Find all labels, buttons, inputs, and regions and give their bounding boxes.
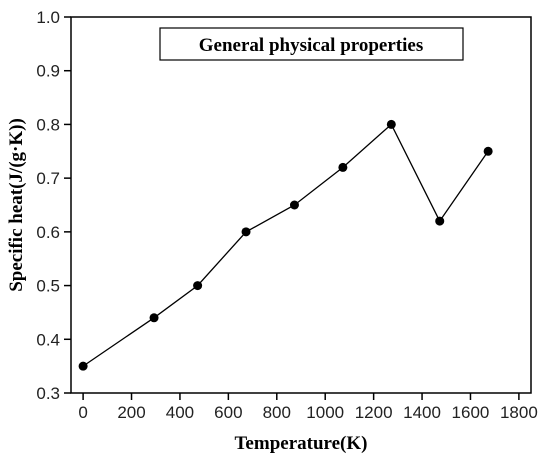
y-tick-label: 0.8: [36, 115, 60, 134]
y-axis: 0.3 0.4 0.5 0.6 0.7 0.8 0.9 1.0: [36, 8, 71, 403]
x-tick-label: 1600: [452, 403, 490, 422]
y-axis-title: Specific heat(J/(g·K)): [6, 118, 27, 292]
series-points-group: [78, 119, 493, 371]
data-point: [386, 119, 396, 129]
data-point: [78, 361, 88, 371]
data-point: [193, 281, 203, 291]
data-point: [241, 227, 251, 237]
y-tick-label: 0.9: [36, 62, 60, 81]
x-tick-label: 1200: [355, 403, 393, 422]
y-tick-label: 1.0: [36, 8, 60, 27]
x-tick-label: 0: [78, 403, 87, 422]
data-point: [289, 200, 299, 210]
x-axis-title: Temperature(K): [235, 433, 368, 454]
y-tick-label: 0.4: [36, 330, 60, 349]
x-tick-label: 600: [214, 403, 242, 422]
y-tick-label: 0.7: [36, 169, 60, 188]
x-axis: 0 200 400 600 800 1000 1200 1400 1600 1800: [78, 393, 538, 422]
plot-frame: [70, 16, 532, 394]
legend-label: General physical properties: [199, 35, 423, 56]
x-tick-label: 1400: [403, 403, 441, 422]
y-tick-label: 0.5: [36, 277, 60, 296]
y-tick-label: 0.6: [36, 223, 60, 242]
x-tick-label: 1000: [306, 403, 344, 422]
series-line: [82, 123, 489, 367]
data-point: [435, 216, 445, 226]
legend: General physical properties: [159, 27, 464, 61]
y-tick-label: 0.3: [36, 384, 60, 403]
series-line-group: [82, 123, 489, 367]
data-point: [483, 146, 493, 156]
x-tick-label: 400: [166, 403, 194, 422]
x-tick-label: 200: [117, 403, 145, 422]
data-point: [149, 313, 159, 323]
x-tick-label: 800: [263, 403, 291, 422]
x-tick-label: 1800: [500, 403, 538, 422]
data-point: [338, 162, 348, 172]
legend-box: [159, 27, 464, 61]
